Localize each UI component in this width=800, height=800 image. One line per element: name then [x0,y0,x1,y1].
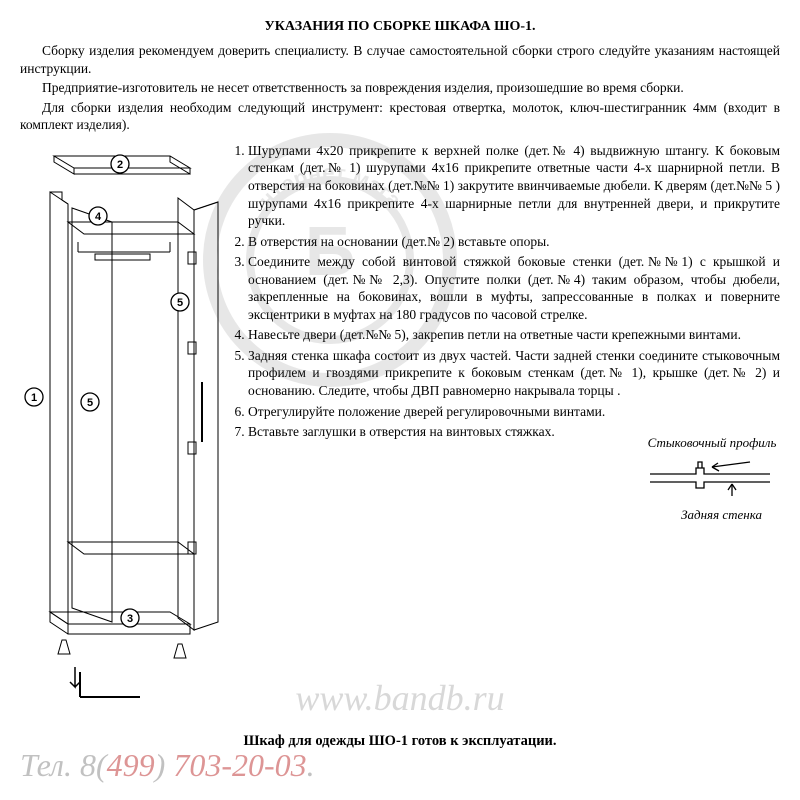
step-6: Отрегулируйте положение дверей регулиров… [248,403,780,421]
profile-top-label: Стыковочный профиль [642,435,782,452]
intro-block: Сборку изделия рекомендуем доверить спец… [20,42,780,134]
profile-svg [642,454,782,500]
diagram-label-3: 3 [127,613,133,625]
page-title: УКАЗАНИЯ ПО СБОРКЕ ШКАФА ШО-1. [20,18,780,36]
phone-num: 703-20-03 [173,747,306,783]
intro-p3: Для сборки изделия необходим следующий и… [20,99,780,134]
diagram-label-5b: 5 [177,297,183,309]
diagram-label-4: 4 [95,211,102,223]
step-1: Шурупами 4х20 прикрепите к верхней полке… [248,142,780,230]
phone-mid: ) [155,747,174,783]
watermark-phone: Тел. 8(499) 703-20-03. [20,745,315,787]
cabinet-diagram: 1 2 3 4 5 5 [20,142,220,702]
step-4: Навесьте двери (дет.№№ 5), закрепив петл… [248,326,780,344]
step-5: Задняя стенка шкафа состоит из двух част… [248,347,780,400]
intro-p1: Сборку изделия рекомендуем доверить спец… [20,42,780,77]
final-line: Шкаф для одежды ШО-1 готов к эксплуатаци… [20,732,780,751]
steps-column: Шурупами 4х20 прикрепите к верхней полке… [220,142,780,702]
profile-bottom-label: Задняя стенка [642,507,782,524]
diagram-column: 1 2 3 4 5 5 [20,142,220,702]
phone-dot: . [307,747,315,783]
steps-list: Шурупами 4х20 прикрепите к верхней полке… [230,142,780,441]
profile-diagram: Стыковочный профиль Задняя стенка [642,435,782,524]
step-2: В отверстия на основании (дет.№ 2) встав… [248,233,780,251]
intro-p2: Предприятие-изготовитель не несет ответс… [20,79,780,97]
main-row: 1 2 3 4 5 5 Шурупами 4х20 прикрепите к в… [20,142,780,702]
phone-code: 499 [107,747,155,783]
diagram-label-2: 2 [117,159,123,171]
diagram-label-1: 1 [31,392,37,404]
diagram-label-5a: 5 [87,397,93,409]
step-3: Соедините между собой винтовой стяжкой б… [248,253,780,323]
phone-prefix: Тел. 8( [20,747,107,783]
